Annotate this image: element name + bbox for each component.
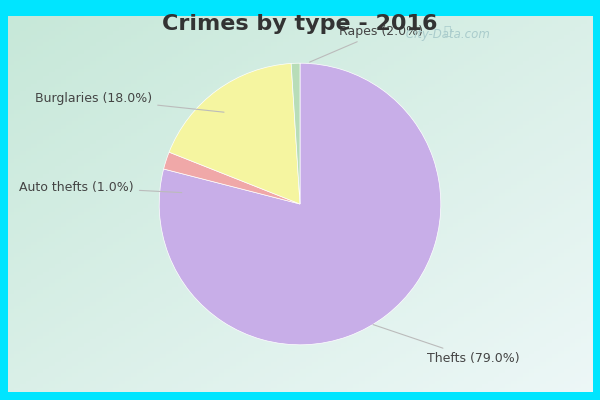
Text: City-Data.com: City-Data.com [402, 28, 490, 41]
Wedge shape [164, 152, 300, 204]
Text: ⓘ: ⓘ [443, 25, 451, 38]
Text: Burglaries (18.0%): Burglaries (18.0%) [35, 92, 224, 112]
Wedge shape [159, 63, 441, 345]
Text: Auto thefts (1.0%): Auto thefts (1.0%) [19, 181, 182, 194]
Text: Crimes by type - 2016: Crimes by type - 2016 [162, 14, 438, 34]
Text: Rapes (2.0%): Rapes (2.0%) [310, 25, 424, 62]
Text: Thefts (79.0%): Thefts (79.0%) [373, 324, 520, 365]
Wedge shape [169, 64, 300, 204]
Wedge shape [291, 63, 300, 204]
